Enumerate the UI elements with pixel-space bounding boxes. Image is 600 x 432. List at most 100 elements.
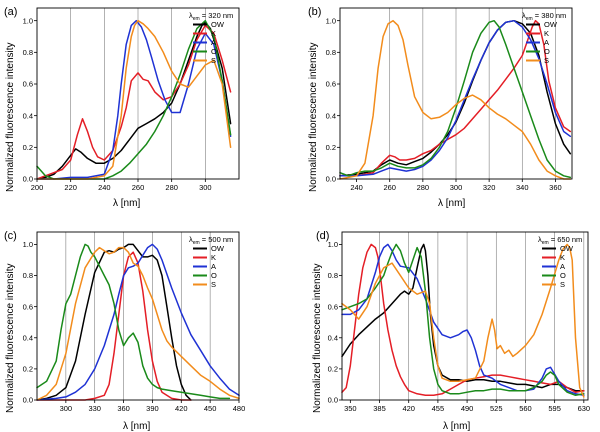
panel-d-label: (d) [316,230,329,242]
panel-b-legend-label-a: A [544,38,549,47]
panel-d-ytick-label-3: 0.6 [328,302,338,311]
panel-c-legend-label-a: A [211,262,216,271]
panel-d-ytick-label-2: 0.4 [328,333,338,342]
panel-d-legend-label-k: K [560,253,565,262]
panel-b-xtick-label-2: 280 [417,183,430,192]
panel-a-xtick-label-5: 300 [199,183,212,192]
panel-b-xtick-label-3: 300 [450,183,463,192]
panel-d-series-a [341,243,585,397]
panel-d-legend-label-ow: OW [560,244,574,253]
panel-d: 350 385 420 455 490 525 560 595 630 0.0 0.2 0.4 0.6 0… [328,231,591,413]
panel-a-xtick-label-1: 220 [64,183,77,192]
panel-c-ytick-label-2: 0.4 [23,333,33,342]
panel-d-ylabel: Normalized fluorescence intensity [312,263,323,413]
panel-a-series-ow [36,21,232,180]
panel-d-legend-label-a: A [560,262,565,271]
panel-d-legend-title: λem = 650 nm [538,235,582,246]
panel-d-xtick-label-7: 595 [548,404,561,413]
panel-a-ytick-label-4: 0.8 [23,48,33,57]
panel-c-ytick-label-1: 0.2 [23,364,33,373]
panel-a-legend-label-a: A [211,38,216,47]
panel-c-ylabel: Normalized fluorescence intensity [5,263,16,413]
panel-b-series-ow [339,19,572,177]
panel-d-ytick-label-4: 0.8 [328,271,338,280]
panel-b-xtick-label-4: 320 [483,183,496,192]
panel-c-legend-label-ow: OW [211,244,225,253]
panel-c-ytick-label-5: 1.0 [23,240,33,249]
panel-a-xtick-label-0: 200 [31,183,44,192]
panel-b-ytick-label-5: 1.0 [326,16,336,25]
panel-c-xtick-label-3: 390 [146,404,159,413]
panel-b: 240 260 280 300 320 340 360 0.0 0.2 0.4 0.6 0.8 1.0 λ… [326,7,573,192]
panel-a: 200 220 240 260 280 300 0.0 0.2 0.4 0.6 0.8 1.0 λem … [23,7,240,192]
panel-d-xtick-label-6: 560 [519,404,532,413]
panel-d-xtick-label-2: 420 [402,404,415,413]
panel-a-legend-label-s: S [211,56,216,65]
panel-c: 300 330 360 390 420 450 480 0.0 0.2 0.4 0.6 0.8 1.0 λ… [23,231,246,413]
panel-c-series-k [36,251,192,401]
panel-a-series-k [36,24,232,180]
panel-c-ytick-label-4: 0.8 [23,271,33,280]
panel-b-ytick-label-3: 0.6 [326,80,336,89]
panel-c-xtick-label-5: 450 [204,404,217,413]
panel-a-ytick-label-5: 1.0 [23,16,33,25]
panel-d-xtick-label-8: 630 [578,404,591,413]
panel-b-series-s [339,19,572,180]
panel-c-series-o [36,243,231,400]
panel-a-legend-label-k: K [211,29,216,38]
panel-c-xlabel: λ [nm] [123,421,150,432]
panel-b-xtick-label-1: 260 [383,183,396,192]
panel-d-legend-label-s: S [560,280,565,289]
panel-d-xtick-label-0: 350 [344,404,357,413]
panel-a-legend-label-o: O [211,47,217,56]
panel-d-xlabel: λ [nm] [443,421,470,432]
panel-b-legend-label-o: O [544,47,550,56]
panel-d-ytick-label-0: 0.0 [328,396,338,405]
panel-a-legend-label-ow: OW [211,20,225,29]
panel-b-ytick-label-0: 0.0 [326,175,336,184]
panel-c-axes-frame [36,231,240,401]
panel-d-legend-label-o: O [560,271,566,280]
panel-d-xtick-label-3: 455 [432,404,445,413]
panel-a-xtick-label-3: 260 [132,183,145,192]
panel-b-legend-label-ow: OW [544,20,558,29]
panel-a-series-o [36,19,232,180]
panel-d-series-k [341,243,585,397]
panel-d-xtick-label-1: 385 [373,404,386,413]
panel-c-ytick-label-3: 0.6 [23,302,33,311]
panel-d-series-o [341,243,585,397]
panel-c-series-ow [36,243,192,401]
panel-d-axes-frame [341,231,589,401]
panel-c-xtick-label-6: 480 [233,404,246,413]
panel-b-ytick-label-2: 0.4 [326,111,336,120]
panel-a-xtick-label-2: 240 [98,183,111,192]
panel-c-ytick-label-0: 0.0 [23,396,33,405]
panel-b-ytick-label-4: 0.8 [326,48,336,57]
panel-c-legend-label-s: S [211,280,216,289]
panel-c-xtick-label-4: 420 [175,404,188,413]
panel-c-series-s [36,246,240,401]
panel-d-xtick-label-4: 490 [461,404,474,413]
panel-a-ylabel: Normalized fluorescence intensity [5,42,16,192]
panel-a-series-a [36,19,232,180]
panel-b-xtick-label-0: 240 [350,183,363,192]
panel-a-ytick-label-1: 0.2 [23,143,33,152]
panel-a-xlabel: λ [nm] [113,198,140,209]
panel-a-legend-title: λem = 320 nm [189,11,233,22]
panel-c-xtick-label-0: 300 [60,404,73,413]
panel-b-xtick-label-5: 340 [516,183,529,192]
panel-a-ytick-label-0: 0.0 [23,175,33,184]
panel-b-label: (b) [308,6,321,18]
panel-a-label: (a) [4,6,17,18]
panel-b-ytick-label-1: 0.2 [326,143,336,152]
panel-b-legend-label-k: K [544,29,549,38]
panel-c-xtick-label-2: 360 [117,404,130,413]
panel-a-ytick-label-2: 0.4 [23,111,33,120]
panel-b-xlabel: λ [nm] [438,198,465,209]
panel-d-ytick-label-5: 1.0 [328,240,338,249]
panel-b-xtick-label-6: 360 [549,183,562,192]
panel-c-label: (c) [4,230,17,242]
panel-c-xtick-label-1: 330 [88,404,101,413]
panel-b-legend-label-s: S [544,56,549,65]
